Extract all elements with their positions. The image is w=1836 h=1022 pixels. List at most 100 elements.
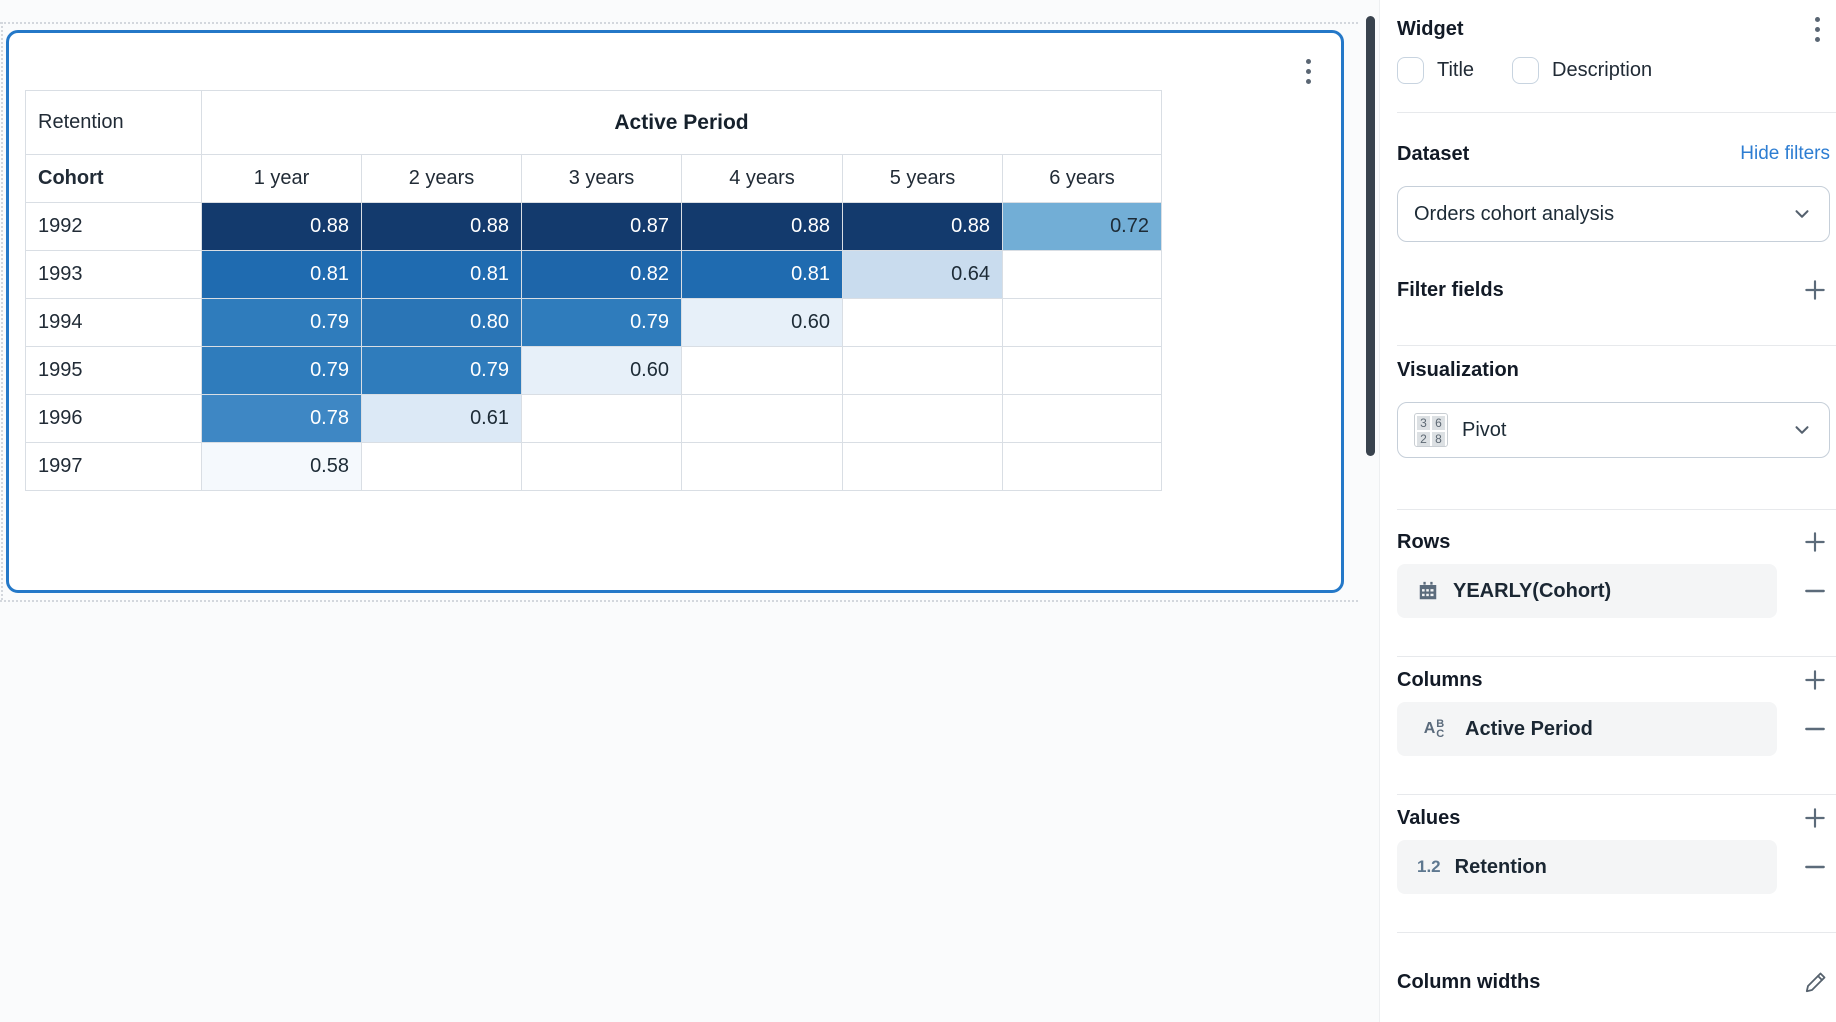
pivot-empty-cell xyxy=(842,394,1003,443)
dataset-select-value: Orders cohort analysis xyxy=(1414,202,1615,225)
grid-guide-left xyxy=(1,22,3,600)
pivot-value-cell: 0.88 xyxy=(361,202,522,251)
pivot-row-label: 1995 xyxy=(25,346,202,395)
pivot-value-cell: 0.81 xyxy=(361,250,522,299)
panel-title: Widget xyxy=(1397,17,1464,40)
grid-guide-bottom xyxy=(0,600,1358,602)
calendar-icon xyxy=(1419,581,1437,600)
values-field-label: Retention xyxy=(1454,855,1547,878)
pivot-column-group-header: Active Period xyxy=(201,90,1162,155)
add-filter-field-button[interactable] xyxy=(1802,277,1828,303)
pivot-value-cell: 0.88 xyxy=(842,202,1003,251)
title-checkbox-label: Title xyxy=(1437,58,1475,81)
pivot-value-cell: 0.79 xyxy=(201,346,362,395)
remove-row-field-button[interactable] xyxy=(1802,578,1828,604)
pivot-empty-cell xyxy=(681,346,843,395)
dataset-select[interactable]: Orders cohort analysis xyxy=(1397,186,1830,242)
pencil-icon xyxy=(1805,972,1826,993)
columns-heading: Columns xyxy=(1397,668,1483,691)
scrollbar-thumb[interactable] xyxy=(1366,16,1375,456)
add-row-field-button[interactable] xyxy=(1802,529,1828,555)
pivot-column-header: 1 year xyxy=(201,154,362,203)
widget-kebab-menu-icon[interactable] xyxy=(1302,55,1315,88)
pivot-table-row: 1996 0.78 0.61 xyxy=(25,394,1162,443)
pivot-empty-cell xyxy=(1002,250,1162,299)
remove-value-field-button[interactable] xyxy=(1802,854,1828,880)
visualization-heading: Visualization xyxy=(1397,358,1519,381)
edit-column-widths-button[interactable] xyxy=(1804,970,1828,994)
columns-field-label: Active Period xyxy=(1465,717,1593,740)
divider xyxy=(1397,794,1836,795)
rows-field-chip[interactable]: YEARLY(Cohort) xyxy=(1397,564,1777,618)
minus-icon xyxy=(1805,865,1825,869)
pivot-empty-cell xyxy=(681,394,843,443)
hide-filters-link[interactable]: Hide filters xyxy=(1740,143,1830,164)
pivot-empty-cell xyxy=(1002,442,1162,491)
pivot-table-row: 1997 0.58 xyxy=(25,442,1162,491)
settings-panel: Widget Title Description Dataset Hide fi… xyxy=(1379,0,1836,1022)
pivot-value-cell: 0.79 xyxy=(361,346,522,395)
pivot-value-cell: 0.81 xyxy=(201,250,362,299)
pivot-row-dimension-header: Cohort xyxy=(25,154,202,203)
divider xyxy=(1397,112,1836,113)
pivot-value-cell: 0.72 xyxy=(1002,202,1162,251)
pivot-value-cell: 0.58 xyxy=(201,442,362,491)
pivot-column-header: 5 years xyxy=(842,154,1003,203)
remove-column-field-button[interactable] xyxy=(1802,716,1828,742)
pivot-column-header: 4 years xyxy=(681,154,843,203)
grid-guide-top xyxy=(0,22,1358,24)
add-value-field-button[interactable] xyxy=(1802,805,1828,831)
pivot-value-cell: 0.80 xyxy=(361,298,522,347)
dataset-heading: Dataset xyxy=(1397,142,1470,165)
pivot-table-row: 1995 0.79 0.79 0.60 xyxy=(25,346,1162,395)
pivot-empty-cell xyxy=(681,442,843,491)
pivot-value-cell: 0.81 xyxy=(681,250,843,299)
pivot-value-cell: 0.87 xyxy=(521,202,682,251)
pivot-table-row: 1994 0.79 0.80 0.79 0.60 xyxy=(25,298,1162,347)
pivot-empty-cell xyxy=(1002,346,1162,395)
plus-icon xyxy=(1805,280,1825,300)
pivot-column-header: 2 years xyxy=(361,154,522,203)
filter-fields-heading: Filter fields xyxy=(1397,278,1504,301)
divider xyxy=(1397,345,1836,346)
description-checkbox[interactable] xyxy=(1512,56,1540,84)
minus-icon xyxy=(1805,727,1825,731)
pivot-table: Retention Active Period Cohort 1 year 2 year… xyxy=(25,90,1162,491)
pivot-value-cell: 0.79 xyxy=(521,298,682,347)
pivot-empty-cell xyxy=(842,442,1003,491)
pivot-value-cell: 0.79 xyxy=(201,298,362,347)
pivot-row-label: 1993 xyxy=(25,250,202,299)
description-checkbox-label: Description xyxy=(1552,58,1653,81)
pivot-row-label: 1994 xyxy=(25,298,202,347)
pivot-empty-cell xyxy=(521,442,682,491)
divider xyxy=(1397,509,1836,510)
pivot-value-cell: 0.88 xyxy=(201,202,362,251)
pivot-value-cell: 0.82 xyxy=(521,250,682,299)
panel-kebab-menu-icon[interactable] xyxy=(1811,13,1824,46)
pivot-empty-cell xyxy=(361,442,522,491)
pivot-empty-cell xyxy=(1002,394,1162,443)
plus-icon xyxy=(1805,670,1825,690)
title-checkbox[interactable] xyxy=(1397,56,1424,84)
pivot-row-label: 1992 xyxy=(25,202,202,251)
widget-card[interactable]: Retention Active Period Cohort 1 year 2 year… xyxy=(6,30,1344,593)
pivot-row-label: 1996 xyxy=(25,394,202,443)
values-field-chip[interactable]: 1.2 Retention xyxy=(1397,840,1777,894)
pivot-value-cell: 0.64 xyxy=(842,250,1003,299)
add-column-field-button[interactable] xyxy=(1802,667,1828,693)
number-field-icon: 1.2 xyxy=(1417,857,1441,876)
pivot-column-header: 6 years xyxy=(1002,154,1162,203)
pivot-value-cell: 0.60 xyxy=(521,346,682,395)
minus-icon xyxy=(1805,589,1825,593)
plus-icon xyxy=(1805,532,1825,552)
pivot-value-cell: 0.61 xyxy=(361,394,522,443)
divider xyxy=(1397,932,1836,933)
pivot-empty-cell xyxy=(842,298,1003,347)
rows-heading: Rows xyxy=(1397,530,1451,553)
pivot-row-label: 1997 xyxy=(25,442,202,491)
